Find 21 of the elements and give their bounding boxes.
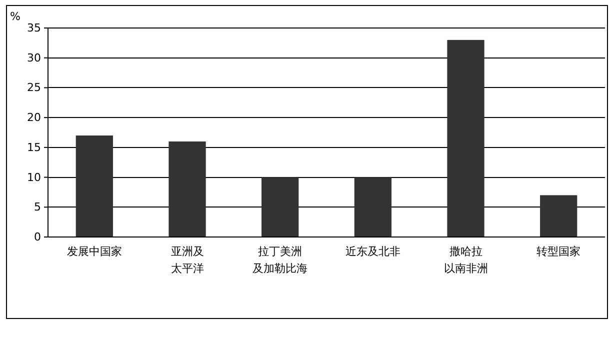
x-tick-label: 转型国家 <box>536 245 581 258</box>
y-tick-label: 20 <box>27 111 41 124</box>
y-tick-label: 0 <box>34 230 41 244</box>
bar <box>540 195 578 237</box>
y-tick-label: 15 <box>27 140 41 154</box>
y-tick-label: 30 <box>27 51 41 64</box>
y-tick-label: 5 <box>34 200 41 214</box>
bar <box>262 177 299 237</box>
bar <box>354 177 392 237</box>
x-tick-label: 近东及北非 <box>345 245 400 258</box>
y-axis-title: % <box>10 10 20 23</box>
x-tick-label: 撒哈拉以南非洲 <box>444 245 488 275</box>
x-tick-label: 发展中国家 <box>66 245 122 258</box>
x-tick-label: 亚洲及太平洋 <box>170 245 204 275</box>
y-tick-label: 35 <box>27 22 41 35</box>
y-tick-label: 25 <box>27 81 41 94</box>
bar <box>447 40 484 237</box>
bar <box>168 141 206 237</box>
y-tick-label: 10 <box>27 170 41 184</box>
x-tick-label: 拉丁美洲及加勒比海 <box>252 245 308 275</box>
bar <box>76 135 113 237</box>
